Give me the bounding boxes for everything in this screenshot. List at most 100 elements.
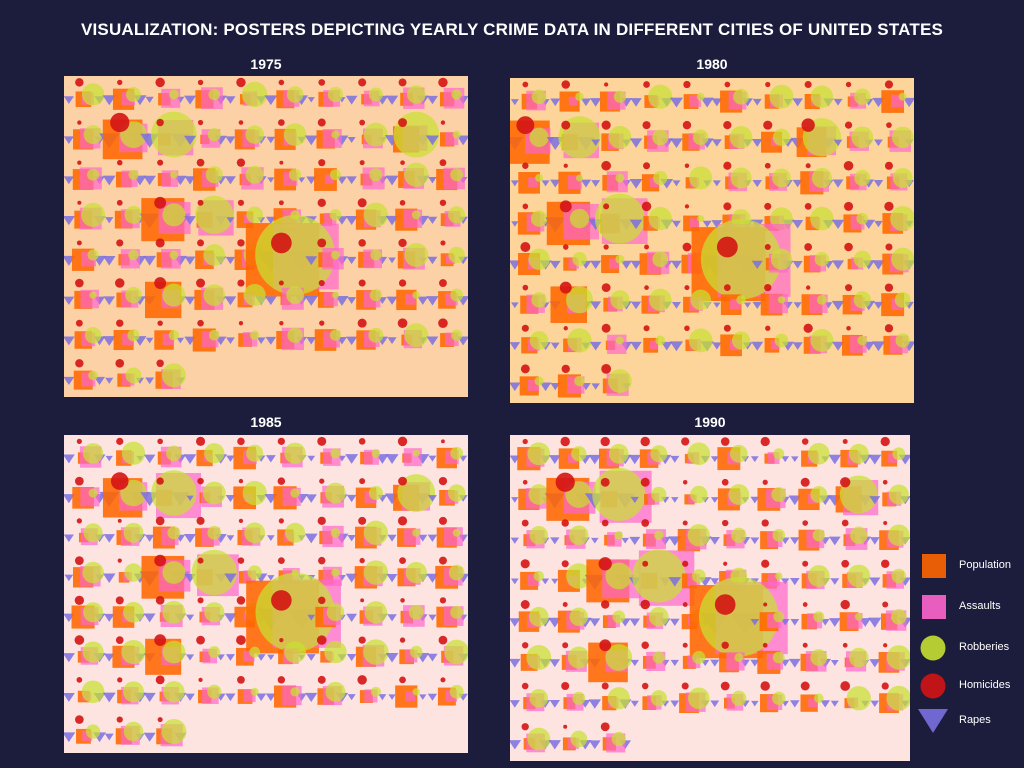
robberies-mark: [405, 561, 427, 584]
homicides-mark: [196, 278, 206, 288]
robberies-mark: [82, 443, 104, 464]
robberies-mark: [728, 484, 750, 505]
robberies-mark: [812, 529, 825, 542]
rapes-mark: [869, 537, 880, 545]
rapes-mark: [176, 337, 185, 344]
rapes-mark: [184, 296, 196, 305]
rapes-mark: [671, 301, 681, 309]
rapes-mark: [347, 297, 357, 304]
homicides-mark: [77, 200, 82, 205]
rapes-mark: [712, 342, 722, 350]
robberies-mark: [652, 651, 665, 664]
robberies-mark: [613, 90, 626, 103]
rapes-mark: [267, 654, 275, 661]
rapes-mark: [225, 494, 236, 503]
robberies-mark: [411, 210, 421, 220]
homicides-mark: [598, 557, 612, 571]
homicides-mark: [720, 437, 730, 446]
homicides-mark: [439, 199, 447, 206]
robberies-mark: [891, 247, 914, 271]
rapes-mark: [832, 341, 845, 351]
homicides-mark: [562, 244, 569, 250]
robberies-mark: [891, 608, 907, 625]
homicides-mark: [723, 324, 731, 332]
rapes-mark: [226, 455, 235, 462]
homicides-mark: [237, 675, 245, 684]
robberies-mark: [692, 650, 706, 665]
homicides-mark: [75, 78, 84, 87]
rapes-mark: [143, 255, 157, 266]
rapes-mark: [820, 619, 830, 626]
homicides-mark: [155, 675, 165, 685]
robberies-mark: [731, 331, 751, 350]
homicides-mark: [317, 198, 326, 207]
rapes-mark: [306, 176, 317, 185]
homicides-mark: [318, 279, 325, 287]
robberies-mark: [125, 367, 142, 384]
homicides-mark: [601, 283, 611, 293]
robberies-mark: [128, 249, 139, 261]
rapes-mark: [630, 260, 642, 270]
rapes-mark: [751, 341, 764, 351]
rapes-mark: [629, 138, 643, 148]
assaults-mark: [808, 698, 817, 708]
homicides-mark: [520, 559, 530, 569]
homicides-mark: [116, 239, 124, 247]
homicides-mark: [642, 121, 651, 130]
robberies-mark: [450, 288, 464, 302]
rapes-mark: [102, 255, 116, 266]
homicides-mark: [884, 161, 893, 170]
homicides-mark: [760, 681, 770, 691]
robberies-mark: [575, 92, 584, 101]
rapes-mark: [183, 135, 197, 145]
robberies-mark: [162, 283, 186, 307]
homicides-mark: [197, 119, 204, 126]
assaults-mark: [649, 177, 660, 188]
poster-svg-1975: [64, 76, 468, 397]
rapes-mark: [266, 136, 276, 144]
homicides-mark: [681, 682, 689, 690]
homicides-mark: [319, 478, 325, 484]
rapes-mark: [589, 341, 602, 351]
homicides-mark: [197, 319, 204, 327]
robberies-mark: [891, 126, 914, 149]
homicides-mark: [398, 279, 407, 287]
robberies-mark: [81, 680, 105, 704]
homicides-mark: [400, 598, 405, 603]
robberies-mark: [534, 376, 544, 386]
homicides-mark: [723, 284, 731, 291]
rapes-mark: [105, 455, 113, 462]
legend: Population Assaults Robberies Homicides …: [918, 552, 1024, 742]
robberies-mark: [243, 284, 266, 307]
robberies-mark: [249, 646, 261, 658]
homicides-mark: [562, 602, 568, 608]
rapes-mark: [305, 494, 317, 503]
robberies-mark: [576, 174, 583, 182]
robberies-mark: [325, 482, 346, 504]
rapes-mark: [670, 659, 679, 667]
rapes-mark: [781, 456, 790, 463]
homicides-mark: [600, 436, 610, 447]
robberies-mark: [611, 731, 626, 747]
robberies-mark: [607, 369, 632, 393]
homicides-mark: [197, 597, 204, 604]
homicides-mark: [721, 641, 729, 649]
robberies-mark: [287, 327, 303, 343]
robberies-mark: [404, 162, 429, 187]
robberies-mark: [404, 323, 429, 348]
homicides-mark: [601, 363, 612, 374]
robberies-mark: [615, 173, 625, 183]
robberies-mark: [571, 446, 587, 462]
homicides-mark: [884, 324, 894, 333]
rapes-mark: [267, 575, 275, 581]
robberies-mark: [128, 169, 139, 180]
robberies-mark: [810, 206, 834, 231]
rapes-mark: [630, 98, 642, 107]
homicides-mark: [643, 81, 650, 88]
rapes-mark: [710, 497, 719, 503]
assaults-mark: [649, 340, 659, 350]
homicides-mark: [563, 163, 568, 168]
homicides-mark: [522, 479, 528, 485]
robberies-mark: [607, 687, 630, 710]
robberies-mark: [202, 481, 226, 505]
